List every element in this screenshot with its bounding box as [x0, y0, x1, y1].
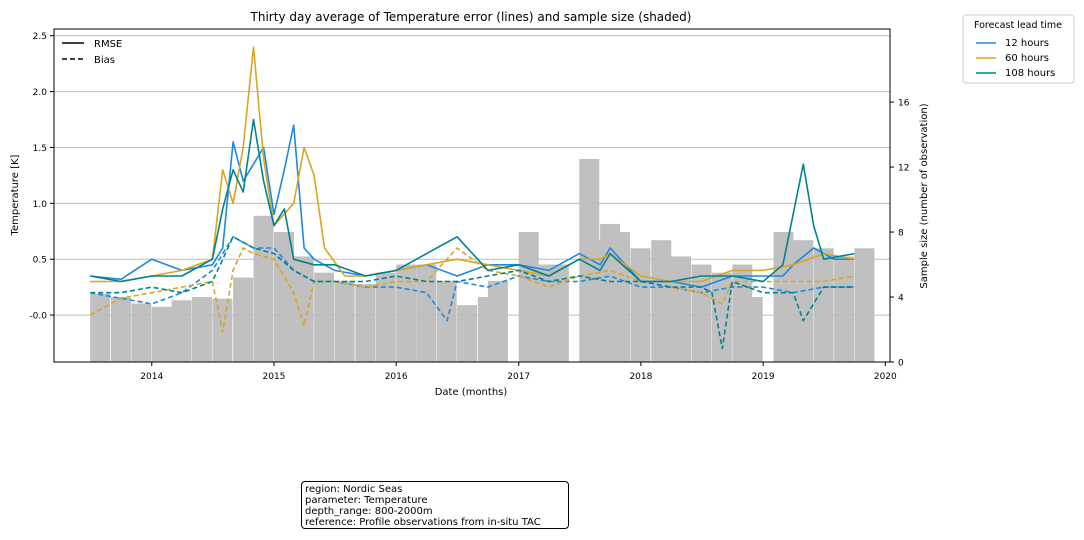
series-12-hours-bias-line	[90, 236, 855, 322]
series-60-hours-rmse-line	[90, 46, 855, 283]
series-60-hours-bias-line	[89, 247, 855, 333]
sample-size-bar	[854, 248, 875, 362]
y2-tick-label: 4	[898, 294, 904, 304]
sample-size-bar	[487, 280, 508, 362]
x-tick-label: 2017	[507, 372, 530, 382]
x-tick-label: 2016	[385, 372, 408, 382]
series-legend-title: Forecast lead time	[974, 20, 1062, 31]
x-tick-label: 2015	[263, 372, 286, 382]
info-parameter: parameter: Temperature	[305, 495, 428, 506]
sample-size-bar	[793, 240, 814, 362]
y2-axis-label: Sample size (number of observation)	[919, 103, 930, 288]
x-tick-label: 2019	[752, 372, 775, 382]
sample-size-bar	[171, 300, 192, 362]
series-legend: Forecast lead time 12 hours 60 hours 108…	[962, 14, 1075, 84]
sample-size-bar	[518, 232, 539, 362]
sample-size-bar	[334, 280, 355, 362]
sample-size-bar	[253, 215, 274, 362]
legend-bias-label: Bias	[94, 55, 115, 66]
y2-tick-label: 0	[898, 359, 904, 369]
sample-size-bar	[630, 248, 651, 362]
x-axis: 2014 2015 2016 2017 2018 2019 2020	[140, 362, 897, 382]
y2-tick-label: 8	[898, 229, 904, 239]
legend-12h-label: 12 hours	[1005, 38, 1049, 49]
sample-size-bar	[548, 264, 569, 362]
plot-frame	[53, 28, 891, 363]
chart-title: Thirty day average of Temperature error …	[250, 10, 692, 24]
legend-rmse-label: RMSE	[94, 39, 122, 50]
legend-60h-label: 60 hours	[1005, 53, 1049, 64]
x-tick-label: 2020	[874, 372, 897, 382]
series-108-hours-rmse-line	[90, 118, 855, 283]
sample-size-bar	[436, 280, 457, 362]
y-tick-label: 2.5	[33, 32, 47, 42]
sample-size-bar	[131, 303, 152, 362]
sample-size-bar	[651, 240, 672, 362]
y-tick-label: -0.0	[29, 312, 47, 322]
y2-axis: 0 4 8 12 16	[890, 99, 910, 369]
grid-lines	[54, 35, 890, 316]
sample-size-bar	[457, 305, 478, 362]
sample-size-bar	[396, 264, 417, 362]
sample-size-bar	[151, 306, 172, 362]
y-axis-label: Temperature [K]	[10, 154, 21, 236]
series-lines	[89, 46, 855, 350]
y2-tick-label: 12	[898, 164, 909, 174]
series-108-hours-bias-line	[90, 236, 855, 350]
sample-size-bar	[375, 272, 396, 362]
sample-size-bars	[90, 158, 875, 362]
sample-size-bar	[834, 256, 855, 362]
y2-tick-label: 16	[898, 99, 910, 109]
x-axis-label: Date (months)	[435, 387, 508, 398]
sample-size-bar	[191, 297, 212, 362]
y-tick-label: 0.5	[33, 256, 47, 266]
sample-size-bar	[110, 297, 131, 362]
sample-size-bar	[742, 297, 763, 362]
sample-size-bar	[416, 264, 437, 362]
x-tick-label: 2018	[629, 372, 652, 382]
info-box: region: Nordic Seas parameter: Temperatu…	[301, 481, 569, 529]
style-legend: RMSE Bias	[62, 39, 122, 66]
sample-size-bar	[773, 232, 794, 362]
sample-size-bar	[90, 293, 111, 362]
info-depth-range: depth_range: 800-2000m	[305, 506, 433, 517]
sample-size-bar	[711, 272, 732, 362]
sample-size-bar	[314, 272, 335, 362]
info-reference: reference: Profile observations from in-…	[305, 517, 541, 528]
sample-size-bar	[293, 256, 314, 362]
sample-size-bar	[671, 256, 692, 362]
sample-size-bar	[233, 277, 254, 362]
y-tick-label: 1.5	[33, 144, 47, 154]
series-legend-frame	[962, 14, 1075, 84]
legend-108h-label: 108 hours	[1005, 68, 1055, 79]
x-tick-label: 2014	[140, 372, 163, 382]
sample-size-bar	[273, 232, 294, 362]
sample-size-bar	[813, 248, 834, 362]
y-axis: -0.0 0.5 1.0 1.5 2.0 2.5	[29, 32, 54, 322]
y-tick-label: 1.0	[33, 200, 48, 210]
y-tick-label: 2.0	[33, 88, 48, 98]
info-region: region: Nordic Seas	[305, 484, 403, 495]
sample-size-bar	[355, 284, 376, 362]
